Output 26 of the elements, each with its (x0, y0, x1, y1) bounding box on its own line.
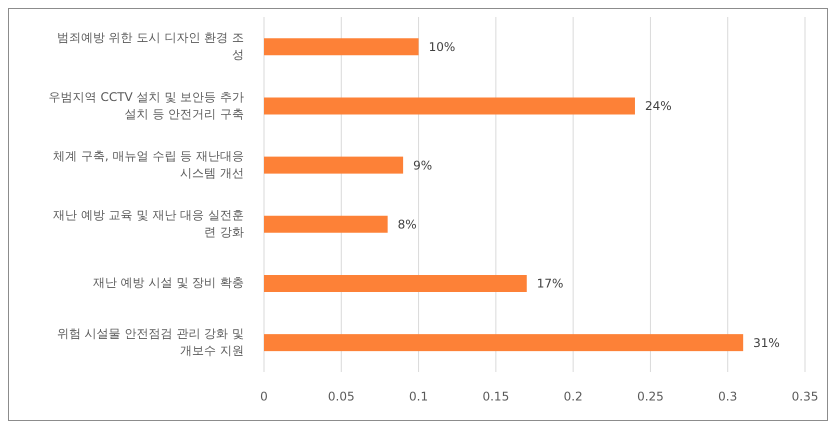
bar (264, 334, 744, 352)
data-label: 24% (644, 99, 672, 114)
data-label: 31% (753, 336, 780, 350)
y-tick-label: 우범지역 CCTV 설치 및 보안등 추가 설치 등 안전거리 구축 (48, 90, 244, 122)
x-tick-label: 0.05 (328, 390, 355, 404)
x-tick-label: 0.3 (718, 390, 738, 404)
bar (264, 274, 527, 292)
bar (264, 97, 635, 114)
bar (264, 38, 419, 56)
x-tick-label: 0.15 (482, 390, 510, 404)
data-label: 10% (428, 40, 456, 54)
bar (264, 156, 404, 174)
x-tick-label: 0.25 (637, 390, 664, 404)
x-tick-label: 0.35 (792, 390, 818, 404)
bar (264, 216, 388, 233)
x-tick-label: 0.2 (564, 390, 583, 404)
y-tick-label: 체계 구축, 매뉴얼 수립 등 재난대응 시스템 개선 (53, 149, 244, 180)
y-tick-label: 범죄예방 위한 도시 디자인 환경 조성 (56, 30, 244, 62)
y-tick-label: 재난 예방 교육 및 재난 대응 실전훈련 강화 (53, 208, 244, 240)
data-label: 17% (536, 276, 564, 291)
x-tick-label: 0 (260, 390, 268, 404)
y-tick-label: 위험 시설물 안전점검 관리 강화 및 개보수 지원 (56, 326, 244, 358)
data-label: 9% (413, 158, 432, 172)
data-label: 8% (398, 218, 417, 232)
x-tick-label: 0.1 (409, 390, 428, 404)
y-tick-label: 재난 예방 시설 및 장비 확충 (92, 276, 244, 290)
